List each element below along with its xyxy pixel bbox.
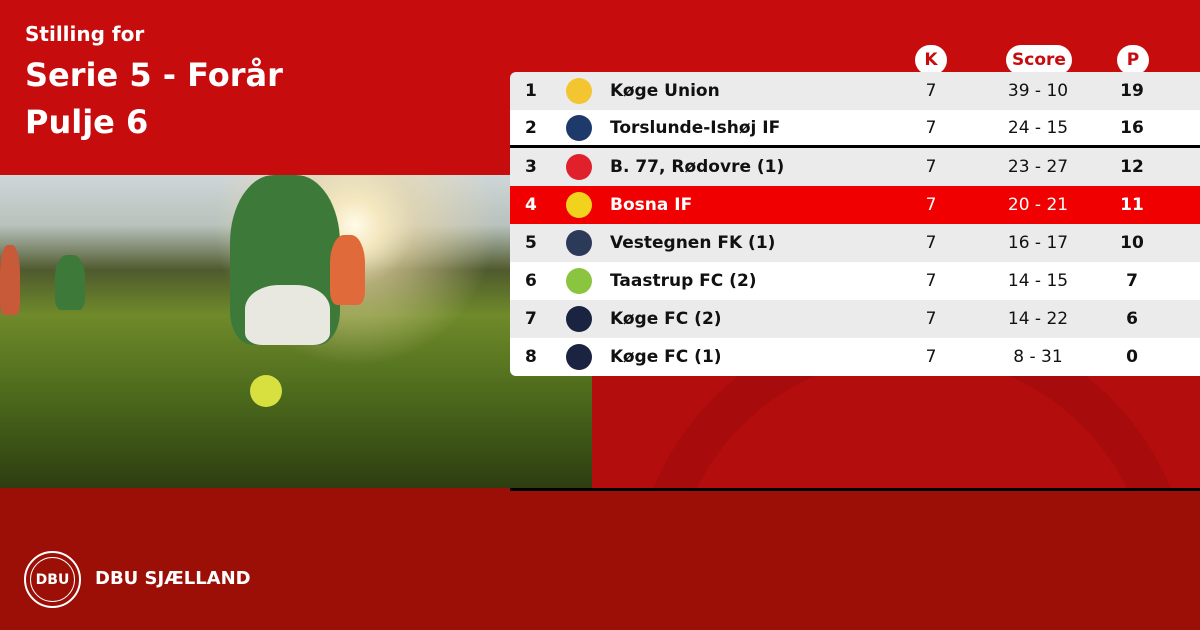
team-name: Taastrup FC (2) (610, 271, 757, 291)
score: 23 - 27 (1007, 157, 1069, 177)
table-row: 6 Taastrup FC (2) 7 14 - 15 7 (510, 262, 1200, 300)
team-name: B. 77, Rødovre (1) (610, 157, 785, 177)
points: 12 (1120, 157, 1144, 177)
matches-played: 7 (925, 81, 937, 101)
matches-played: 7 (925, 117, 937, 138)
team-name: Bosna IF (610, 195, 693, 215)
points: 19 (1120, 81, 1144, 101)
matches-played: 7 (925, 157, 937, 177)
table-row: 7 Køge FC (2) 7 14 - 22 6 (510, 300, 1200, 338)
score: 39 - 10 (1007, 81, 1069, 101)
standings-table: 1 Køge Union 7 39 - 10 19 2 Torslunde-Ish… (510, 72, 1200, 376)
column-header-score: Score (1006, 45, 1072, 75)
position: 1 (525, 81, 537, 101)
team-name: Køge FC (2) (610, 309, 722, 329)
points: 11 (1120, 195, 1144, 215)
points: 10 (1120, 233, 1144, 253)
team-logo-icon (566, 268, 592, 294)
position: 4 (525, 195, 537, 215)
column-header-p: P (1117, 45, 1149, 75)
table-row: 1 Køge Union 7 39 - 10 19 (510, 72, 1200, 110)
table-row: 4 Bosna IF 7 20 - 21 11 (510, 186, 1200, 224)
position: 3 (525, 157, 537, 177)
team-name: Køge FC (1) (610, 347, 722, 367)
dbu-logo: DBU (24, 551, 81, 608)
football-photo (0, 175, 592, 488)
divider (510, 488, 1200, 491)
position: 7 (525, 309, 537, 329)
team-logo-icon (566, 230, 592, 256)
team-logo-icon (566, 154, 592, 180)
team-name: Køge Union (610, 81, 720, 101)
score: 8 - 31 (1013, 347, 1063, 367)
team-name: Torslunde-Ishøj IF (610, 117, 781, 138)
column-header-k: K (915, 45, 947, 75)
dbu-logo-text: DBU (35, 571, 70, 588)
matches-played: 7 (925, 271, 937, 291)
brand-name: DBU SJÆLLAND (95, 568, 251, 589)
score: 24 - 15 (1007, 117, 1069, 138)
position: 5 (525, 233, 537, 253)
score: 14 - 22 (1007, 309, 1069, 329)
table-row: 8 Køge FC (1) 7 8 - 31 0 (510, 338, 1200, 376)
position: 8 (525, 347, 537, 367)
score: 14 - 15 (1007, 271, 1069, 291)
team-logo-icon (566, 344, 592, 370)
position: 6 (525, 271, 537, 291)
page-title: Serie 5 - Forår (25, 56, 283, 94)
points: 6 (1126, 309, 1138, 329)
matches-played: 7 (925, 233, 937, 253)
points: 16 (1120, 117, 1144, 138)
table-row: 2 Torslunde-Ishøj IF 7 24 - 15 16 (510, 110, 1200, 148)
score: 16 - 17 (1007, 233, 1069, 253)
score: 20 - 21 (1007, 195, 1069, 215)
matches-played: 7 (925, 347, 937, 367)
points: 0 (1126, 347, 1138, 367)
subtitle: Stilling for (25, 22, 145, 46)
matches-played: 7 (925, 195, 937, 215)
table-row: 3 B. 77, Rødovre (1) 7 23 - 27 12 (510, 148, 1200, 186)
watermark-panel (592, 376, 1200, 488)
team-logo-icon (566, 192, 592, 218)
points: 7 (1126, 271, 1138, 291)
team-logo-icon (566, 114, 592, 141)
pool-title: Pulje 6 (25, 103, 149, 141)
team-name: Vestegnen FK (1) (610, 233, 776, 253)
team-logo-icon (566, 306, 592, 332)
team-logo-icon (566, 78, 592, 104)
position: 2 (525, 117, 537, 138)
table-row: 5 Vestegnen FK (1) 7 16 - 17 10 (510, 224, 1200, 262)
matches-played: 7 (925, 309, 937, 329)
